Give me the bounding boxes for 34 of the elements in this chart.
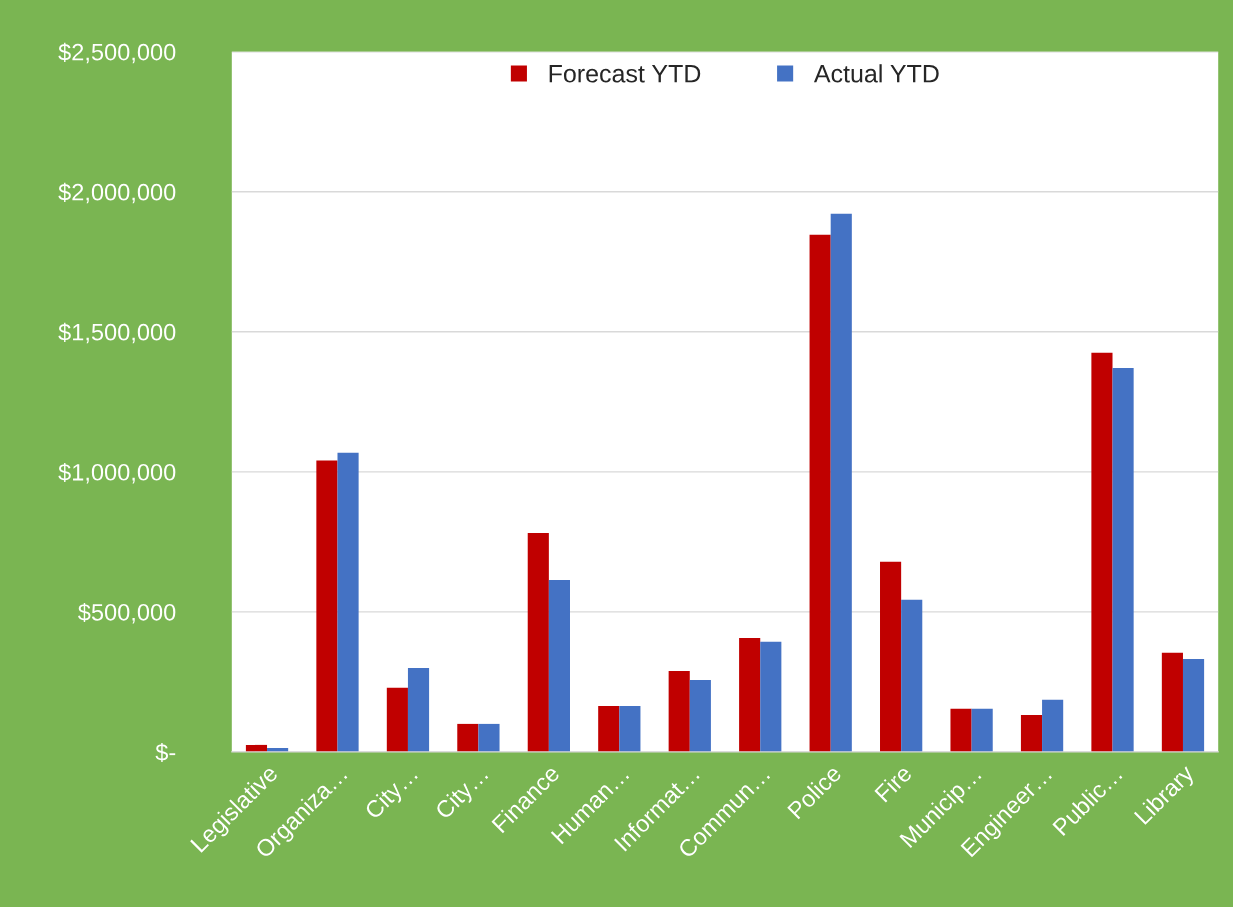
bar	[1091, 352, 1113, 752]
bar	[337, 452, 359, 752]
bar	[809, 234, 831, 752]
y-tick-label: $2,500,000	[58, 42, 176, 64]
bar	[950, 708, 972, 752]
bar	[971, 708, 993, 752]
bar	[316, 460, 338, 752]
bar	[619, 705, 641, 752]
bar	[548, 579, 570, 752]
bar	[830, 213, 852, 752]
bar	[689, 679, 711, 752]
y-tick-label: $500,000	[78, 602, 176, 624]
legend-label: Forecast YTD	[549, 65, 701, 83]
bar	[1112, 367, 1134, 752]
bar	[760, 641, 782, 752]
bar	[1020, 714, 1043, 752]
bar	[668, 670, 690, 752]
bar	[386, 687, 408, 752]
bar	[457, 723, 479, 752]
y-tick-label: $1,500,000	[58, 322, 176, 344]
bar	[739, 637, 761, 752]
bar	[1042, 699, 1064, 752]
bar	[407, 667, 430, 752]
bar	[478, 723, 500, 752]
bar	[901, 599, 923, 752]
bar	[598, 705, 620, 752]
bar	[1161, 652, 1183, 752]
y-tick-label: $-	[155, 742, 176, 763]
bar	[880, 561, 902, 752]
legend-label: Actual YTD	[813, 64, 939, 83]
y-tick-label: $1,000,000	[58, 462, 176, 484]
bar	[527, 532, 549, 752]
bar	[1182, 658, 1205, 752]
y-tick-label: $2,000,000	[58, 182, 176, 204]
